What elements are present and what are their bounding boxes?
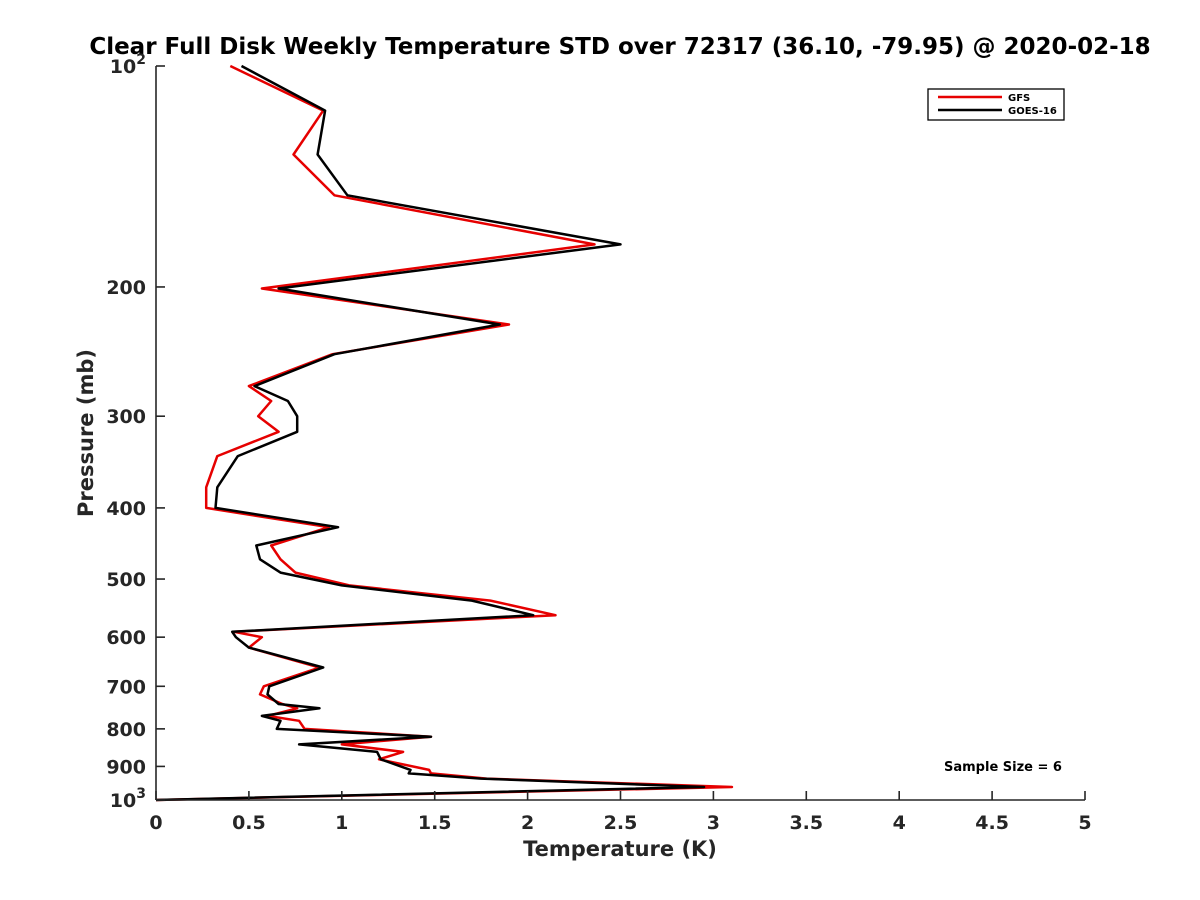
y-tick-label: 200: [106, 277, 146, 299]
y-tick-label: 800: [106, 719, 146, 741]
sample-size-annotation: Sample Size = 6: [944, 760, 1062, 775]
y-tick-label: 900: [106, 756, 146, 778]
y-axis-label: Pressure (mb): [74, 349, 98, 517]
x-tick-label: 5: [1078, 812, 1091, 834]
legend-label-goes-16: GOES-16: [1008, 106, 1057, 117]
y-tick-label: 102: [110, 52, 146, 78]
x-tick-label: 1: [335, 812, 348, 834]
y-tick-label: 500: [106, 569, 146, 591]
x-axis-label: Temperature (K): [523, 837, 717, 861]
legend-box: [927, 88, 1065, 121]
y-tick-label: 300: [106, 406, 146, 428]
legend: GFS GOES-16: [927, 88, 1065, 121]
x-tick-label: 2: [521, 812, 534, 834]
y-tick-label: 700: [106, 676, 146, 698]
x-ticks: 0 0.5 1 1.5 2 2.5 3 3.5 4 4.5 5: [149, 791, 1092, 834]
x-tick-label: 2.5: [604, 812, 638, 834]
x-tick-label: 0.5: [232, 812, 266, 834]
x-tick-label: 0: [149, 812, 162, 834]
x-tick-label: 3: [707, 812, 720, 834]
y-ticks: 102 200 300 400 500 600 700 800 900 103: [106, 52, 165, 812]
x-tick-label: 4: [893, 812, 906, 834]
chart-title: Clear Full Disk Weekly Temperature STD o…: [89, 34, 1150, 60]
y-tick-label: 400: [106, 498, 146, 520]
x-tick-label: 4.5: [975, 812, 1009, 834]
x-tick-label: 3.5: [789, 812, 823, 834]
x-tick-label: 1.5: [418, 812, 452, 834]
y-tick-label: 600: [106, 627, 146, 649]
series-layer: [155, 64, 734, 802]
legend-label-gfs: GFS: [1008, 93, 1030, 104]
series-line-goes-16: [155, 64, 706, 802]
y-tick-label: 103: [110, 786, 146, 812]
